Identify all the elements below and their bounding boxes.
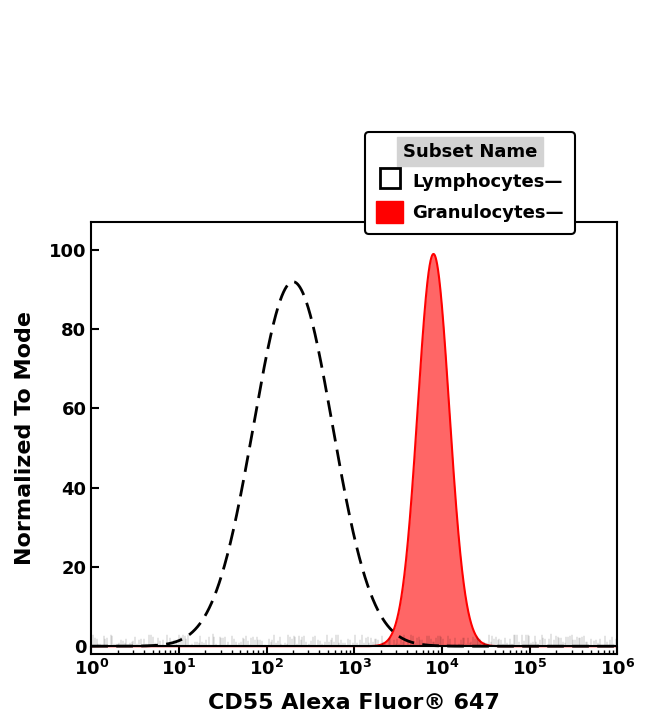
Y-axis label: Normalized To Mode: Normalized To Mode — [15, 311, 35, 565]
Legend: Lymphocytes—, Granulocytes—: Lymphocytes—, Granulocytes— — [365, 132, 575, 234]
X-axis label: CD55 Alexa Fluor® 647: CD55 Alexa Fluor® 647 — [209, 693, 500, 713]
